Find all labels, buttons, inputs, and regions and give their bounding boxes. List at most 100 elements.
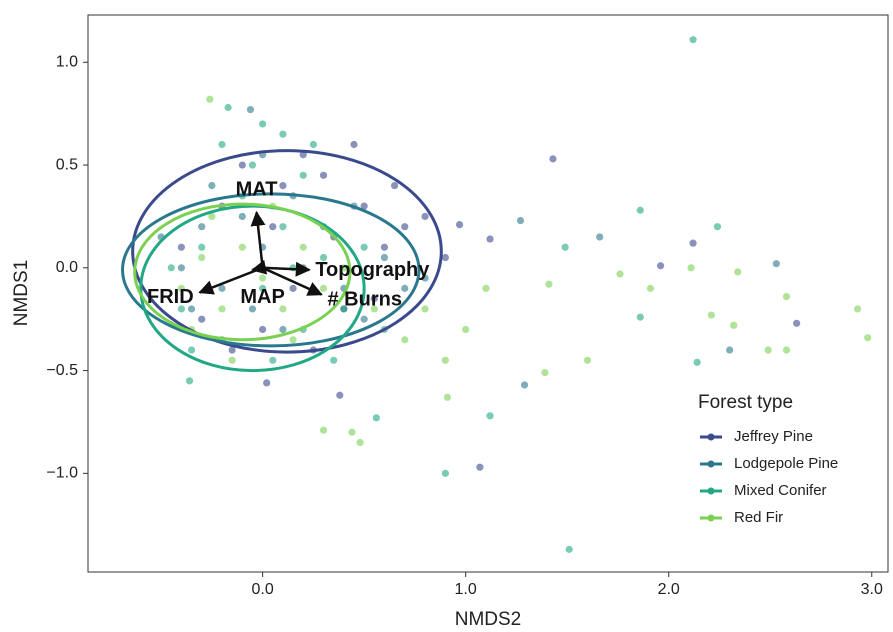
point xyxy=(782,292,791,301)
point xyxy=(177,305,186,313)
point xyxy=(263,379,271,387)
legend-dot xyxy=(707,433,715,441)
point xyxy=(486,412,494,420)
legend-label: Red Fir xyxy=(734,509,783,526)
point xyxy=(336,391,344,399)
point xyxy=(289,336,297,344)
point xyxy=(198,223,206,231)
point xyxy=(208,212,216,221)
point xyxy=(380,253,389,262)
x-tick-label: 3.0 xyxy=(861,581,883,598)
x-axis-title: NMDS2 xyxy=(455,609,522,630)
point xyxy=(259,284,267,292)
vector-arrow xyxy=(262,261,311,277)
point xyxy=(455,221,464,229)
legend-dot xyxy=(707,460,715,468)
point xyxy=(248,161,257,169)
point xyxy=(206,95,214,103)
point xyxy=(198,315,206,323)
point xyxy=(319,171,328,179)
y-tick-label: 0.0 xyxy=(56,259,78,276)
vector-label: MAT xyxy=(236,179,278,201)
point xyxy=(319,426,328,434)
point xyxy=(693,358,701,366)
legend-label: Mixed Conifer xyxy=(734,482,827,499)
point xyxy=(177,264,186,272)
point xyxy=(319,284,328,292)
confidence-ellipse xyxy=(139,204,366,373)
point xyxy=(561,243,569,251)
point xyxy=(279,223,287,231)
y-axis-title: NMDS1 xyxy=(11,260,32,327)
point xyxy=(370,295,378,303)
point xyxy=(520,381,529,389)
point xyxy=(793,319,801,327)
y-tick-label: 1.0 xyxy=(56,53,78,70)
point xyxy=(340,264,348,272)
vector-label: # Burns xyxy=(328,289,402,311)
point xyxy=(330,356,338,364)
point xyxy=(198,253,206,262)
point xyxy=(279,325,287,334)
point xyxy=(299,171,307,179)
point xyxy=(583,356,592,364)
point xyxy=(360,202,368,210)
point xyxy=(646,284,655,292)
point xyxy=(319,253,328,262)
legend-label: Lodgepole Pine xyxy=(734,455,838,472)
y-tick-label: −0.5 xyxy=(46,362,78,379)
point xyxy=(541,369,549,377)
point xyxy=(248,305,257,313)
point xyxy=(772,260,780,268)
point xyxy=(370,305,378,313)
point xyxy=(421,305,429,313)
point xyxy=(421,274,429,282)
point xyxy=(441,469,449,477)
point xyxy=(656,262,665,270)
point xyxy=(545,280,553,288)
point xyxy=(380,243,389,251)
vector-arrow xyxy=(262,266,323,296)
point xyxy=(782,346,791,354)
point xyxy=(516,216,525,225)
point xyxy=(198,243,206,251)
vector-arrow xyxy=(250,210,266,268)
point xyxy=(764,346,772,354)
point xyxy=(636,206,644,214)
point xyxy=(246,105,255,114)
point xyxy=(636,313,644,321)
point xyxy=(687,264,695,272)
point xyxy=(299,243,307,251)
vector-label: FRID xyxy=(147,286,194,308)
point xyxy=(864,334,872,342)
point xyxy=(726,346,734,354)
point xyxy=(443,393,451,401)
point xyxy=(228,346,236,354)
point xyxy=(167,264,175,272)
point xyxy=(218,305,226,313)
point xyxy=(401,223,409,231)
point xyxy=(259,274,267,282)
point xyxy=(269,223,277,231)
point xyxy=(299,151,307,159)
point xyxy=(390,181,399,190)
point xyxy=(218,284,226,292)
confidence-ellipse xyxy=(131,149,443,354)
point xyxy=(482,284,490,292)
point xyxy=(616,270,624,278)
vector-arrow xyxy=(250,259,268,275)
plot-area xyxy=(87,14,889,573)
point xyxy=(441,253,449,262)
point xyxy=(441,356,449,364)
point xyxy=(734,268,742,276)
point xyxy=(185,377,194,385)
point xyxy=(187,346,196,354)
point xyxy=(486,235,494,243)
point xyxy=(208,181,216,190)
legend-dot xyxy=(707,514,715,522)
point xyxy=(596,233,604,241)
x-tick-label: 1.0 xyxy=(455,581,477,598)
point xyxy=(689,36,697,44)
point xyxy=(348,428,356,436)
